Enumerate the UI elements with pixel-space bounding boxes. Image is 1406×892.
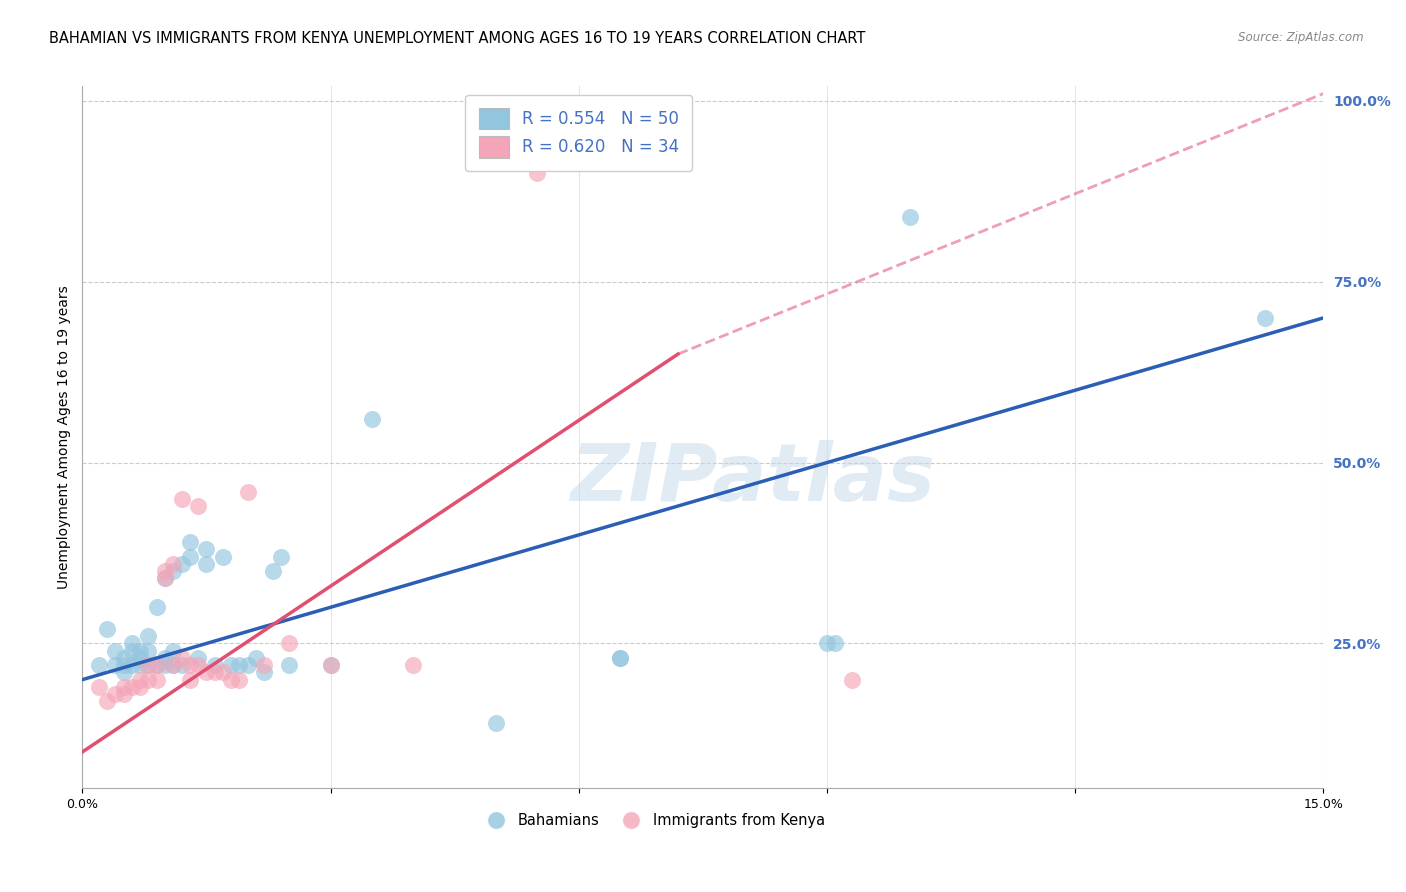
Point [138,629,160,643]
Point [153,564,176,578]
Point [815,636,838,650]
Point [187,658,209,673]
Point [145,673,167,687]
Point [96,694,118,708]
Point [129,680,152,694]
Point [121,658,143,673]
Point [104,687,127,701]
Point [87,680,110,694]
Text: Source: ZipAtlas.com: Source: ZipAtlas.com [1239,31,1364,45]
Point [153,571,176,585]
Point [104,658,127,673]
Point [162,557,184,571]
Point [145,600,167,615]
Point [212,549,235,564]
Text: BAHAMIAN VS IMMIGRANTS FROM KENYA UNEMPLOYMENT AMONG AGES 16 TO 19 YEARS CORRELA: BAHAMIAN VS IMMIGRANTS FROM KENYA UNEMPL… [49,31,866,46]
Point [402,658,425,673]
Point [153,658,176,673]
Point [121,636,143,650]
Point [195,557,218,571]
Point [162,658,184,673]
Point [145,658,167,673]
Point [236,484,259,499]
Point [170,651,193,665]
Point [253,665,276,680]
Point [609,651,631,665]
Point [195,542,218,557]
Point [204,665,226,680]
Point [187,651,209,665]
Point [187,499,209,513]
Point [112,658,135,673]
Point [219,658,242,673]
Point [360,412,382,426]
Point [526,166,548,180]
Point [319,658,342,673]
Point [162,658,184,673]
Point [179,658,201,673]
Point [112,665,135,680]
Point [609,651,631,665]
Point [129,658,152,673]
Point [138,658,160,673]
Point [179,535,201,549]
Point [212,665,235,680]
Point [1254,310,1277,325]
Point [262,564,284,578]
Point [162,643,184,657]
Point [179,549,201,564]
Point [104,643,127,657]
Point [319,658,342,673]
Point [170,658,193,673]
Text: ZIPatlas: ZIPatlas [569,441,935,518]
Point [170,491,193,506]
Point [841,673,863,687]
Point [253,658,276,673]
Point [228,658,250,673]
Point [121,680,143,694]
Point [824,636,846,650]
Point [138,658,160,673]
Point [898,210,921,224]
Point [270,549,292,564]
Point [153,651,176,665]
Point [138,673,160,687]
Point [138,643,160,657]
Point [278,658,301,673]
Point [179,673,201,687]
Point [129,673,152,687]
Point [87,658,110,673]
Point [485,716,508,731]
Point [112,651,135,665]
Point [228,673,250,687]
Point [129,651,152,665]
Y-axis label: Unemployment Among Ages 16 to 19 years: Unemployment Among Ages 16 to 19 years [58,285,72,589]
Point [236,658,259,673]
Point [219,673,242,687]
Point [145,658,167,673]
Legend: Bahamians, Immigrants from Kenya: Bahamians, Immigrants from Kenya [475,807,831,833]
Point [129,643,152,657]
Point [153,571,176,585]
Point [204,658,226,673]
Point [112,680,135,694]
Point [121,643,143,657]
Point [278,636,301,650]
Point [112,687,135,701]
Point [195,665,218,680]
Point [245,651,267,665]
Point [96,622,118,636]
Point [170,557,193,571]
Point [162,564,184,578]
